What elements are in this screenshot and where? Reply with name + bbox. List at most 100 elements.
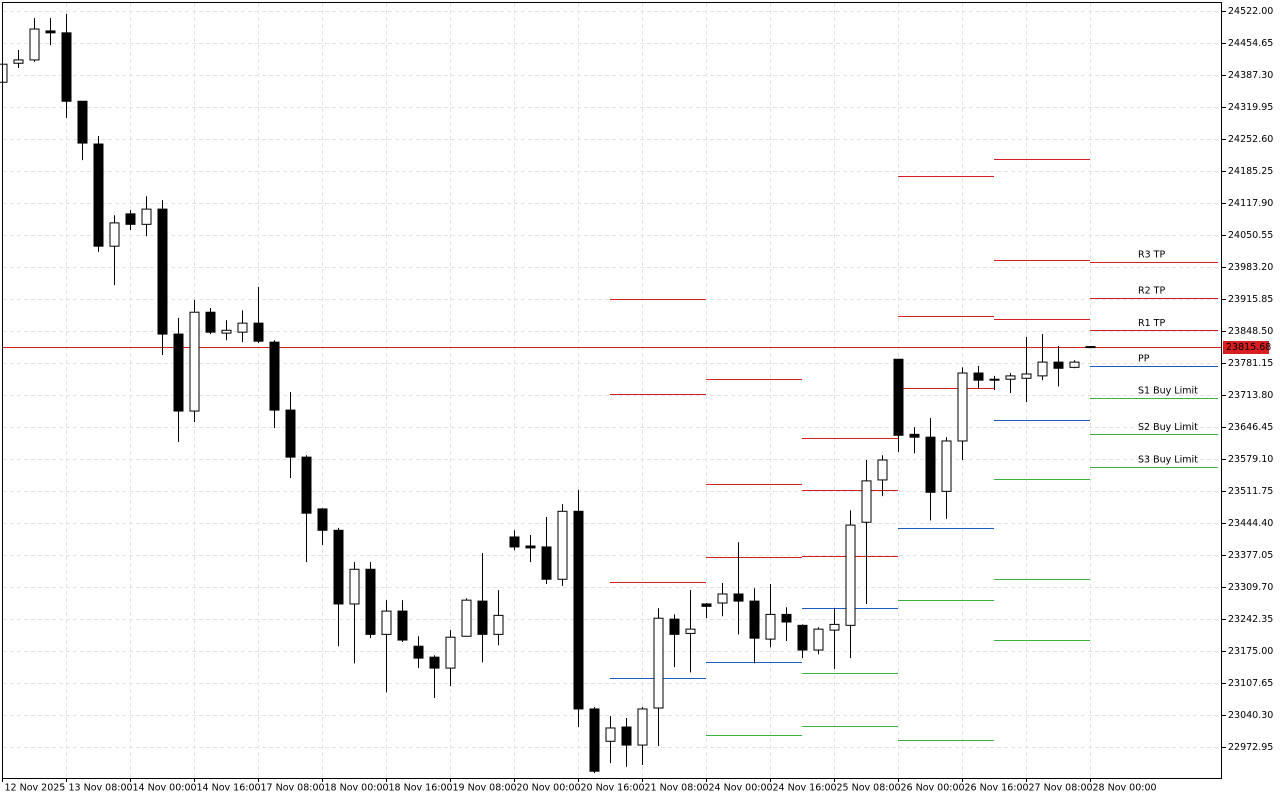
candle-body — [701, 603, 712, 607]
candle-body — [941, 440, 952, 492]
candle-body — [301, 456, 312, 514]
y-tick-label: 23646.45 — [1228, 422, 1273, 433]
candle-body — [1005, 375, 1016, 380]
candle-body — [1053, 361, 1064, 369]
y-tick-label: 23444.40 — [1228, 518, 1273, 529]
y-tick-label: 23511.75 — [1228, 486, 1273, 497]
current-price-label: 23815.68 — [1226, 342, 1271, 353]
candle-body — [77, 100, 88, 144]
candle-body — [797, 624, 808, 651]
candle-body — [685, 628, 696, 634]
level-label: R2 TP — [1138, 285, 1165, 296]
y-tick-label: 24387.30 — [1228, 70, 1273, 81]
candle-body — [861, 480, 872, 523]
y-tick-label: 23781.15 — [1228, 358, 1273, 369]
candle-body — [173, 333, 184, 412]
y-tick-label: 23915.85 — [1228, 294, 1273, 305]
y-tick-label: 23175.00 — [1228, 646, 1273, 657]
candle-body — [157, 208, 168, 335]
level-label: PP — [1138, 353, 1150, 364]
candle-body — [269, 341, 280, 411]
candle-body — [509, 536, 520, 548]
candle-body — [1069, 361, 1080, 368]
candle-body — [845, 524, 856, 626]
x-tick-label: 13 Nov 08:00 — [69, 783, 133, 794]
y-tick-label: 24185.25 — [1228, 166, 1273, 177]
y-tick-label: 24252.60 — [1228, 134, 1273, 145]
x-tick-label: 26 Nov 16:00 — [965, 783, 1029, 794]
candle-body — [13, 59, 24, 64]
candle-body — [541, 546, 552, 580]
x-tick-label: 12 Nov 2025 — [5, 783, 66, 794]
candle-body — [829, 623, 840, 631]
candle-body — [237, 322, 248, 333]
y-tick-label: 24454.65 — [1228, 38, 1273, 49]
level-label: S3 Buy Limit — [1138, 455, 1198, 466]
candle-body — [141, 208, 152, 225]
candle-body — [0, 63, 8, 83]
x-tick-label: 24 Nov 00:00 — [709, 783, 773, 794]
candle-body — [765, 613, 776, 640]
y-tick-label: 23377.05 — [1228, 550, 1273, 561]
x-tick-label: 14 Nov 16:00 — [197, 783, 261, 794]
candle-body — [61, 32, 72, 102]
candle-body — [589, 708, 600, 772]
x-tick-label: 17 Nov 08:00 — [261, 783, 325, 794]
candle-body — [669, 618, 680, 635]
candle-body — [461, 599, 472, 637]
candle-body — [957, 372, 968, 442]
plot-border — [2, 2, 1222, 779]
candle-body — [973, 372, 984, 381]
x-tick-label: 27 Nov 08:00 — [1029, 783, 1093, 794]
candle-body — [605, 727, 616, 742]
x-tick-label: 14 Nov 00:00 — [133, 783, 197, 794]
candle-body — [1085, 346, 1096, 349]
y-tick-label: 23107.65 — [1228, 678, 1273, 689]
candle-body — [893, 358, 904, 436]
candle-body — [557, 510, 568, 580]
y-tick-label: 22972.95 — [1228, 742, 1273, 753]
candle-body — [909, 433, 920, 438]
candle-body — [925, 436, 936, 493]
y-tick-label: 23242.35 — [1228, 614, 1273, 625]
candle-body — [365, 568, 376, 635]
x-tick-label: 20 Nov 00:00 — [517, 783, 581, 794]
level-label: S1 Buy Limit — [1138, 386, 1198, 397]
candle-body — [989, 378, 1000, 381]
candle-body — [733, 593, 744, 602]
candle-body — [29, 28, 40, 61]
candle-body — [573, 510, 584, 710]
level-label: S2 Buy Limit — [1138, 422, 1198, 433]
x-tick-label: 20 Nov 16:00 — [581, 783, 645, 794]
candle-body — [525, 545, 536, 549]
current-price-box — [1223, 341, 1269, 354]
candle-body — [1037, 361, 1048, 377]
plot: R3 TP R2 TP R1 TP PP S1 Buy Limit S2 Buy Limi… — [0, 13, 1222, 774]
candle-body — [749, 600, 760, 639]
candle-body — [253, 322, 264, 342]
candle-body — [445, 636, 456, 669]
y-tick-label: 24050.55 — [1228, 230, 1273, 241]
candle-body — [813, 628, 824, 651]
x-tick-label: 26 Nov 00:00 — [901, 783, 965, 794]
x-tick-label: 18 Nov 16:00 — [389, 783, 453, 794]
candle-body — [637, 708, 648, 746]
candle-body — [45, 30, 56, 34]
x-tick-label: 25 Nov 08:00 — [837, 783, 901, 794]
x-tick-label: 24 Nov 16:00 — [773, 783, 837, 794]
candle-body — [477, 600, 488, 635]
level-label: R3 TP — [1138, 249, 1165, 260]
y-tick-label: 23848.50 — [1228, 326, 1273, 337]
y-tick-label: 24319.95 — [1228, 102, 1273, 113]
candle-body — [621, 726, 632, 746]
candle-body — [781, 613, 792, 623]
y-tick-label: 24117.90 — [1228, 198, 1273, 209]
candle-body — [93, 143, 104, 247]
y-tick-label: 23579.10 — [1228, 454, 1273, 465]
candle-body — [429, 656, 440, 669]
candle-body — [397, 610, 408, 641]
candle-body — [125, 213, 136, 225]
y-tick-label: 23983.20 — [1228, 262, 1273, 273]
